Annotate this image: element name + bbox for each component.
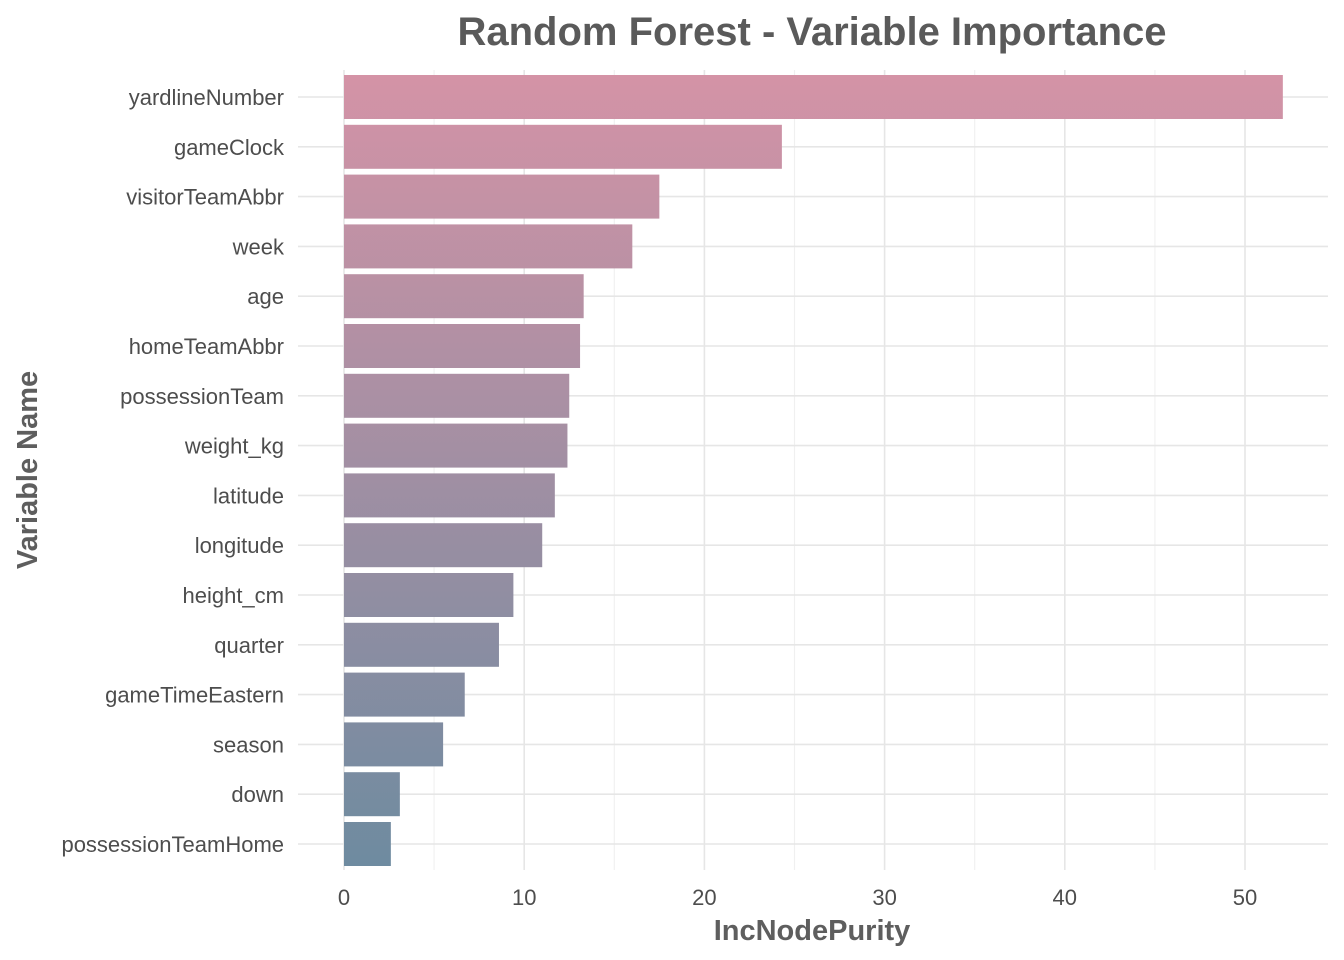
bar-yardlineNumber bbox=[344, 75, 1283, 119]
y-tick-label: weight_kg bbox=[184, 434, 284, 459]
x-axis-title: IncNodePurity bbox=[714, 915, 911, 947]
bar-possessionTeamHome bbox=[344, 822, 391, 866]
bar-height_cm bbox=[344, 573, 514, 617]
y-tick-label: homeTeamAbbr bbox=[129, 334, 284, 359]
bar-season bbox=[344, 722, 444, 767]
y-tick-label: height_cm bbox=[182, 583, 284, 608]
x-tick-label: 50 bbox=[1233, 885, 1257, 910]
y-tick-label: week bbox=[232, 234, 285, 259]
bars bbox=[344, 75, 1283, 866]
y-tick-label: possessionTeamHome bbox=[61, 832, 284, 857]
y-axis-title: Variable Name bbox=[12, 371, 44, 569]
y-tick-label: down bbox=[231, 782, 284, 807]
x-tick-label: 40 bbox=[1053, 885, 1077, 910]
bar-age bbox=[344, 274, 584, 319]
y-tick-label: season bbox=[213, 732, 284, 757]
bar-week bbox=[344, 224, 633, 269]
bar-gameClock bbox=[344, 124, 782, 169]
y-tick-labels: yardlineNumber gameClock visitorTeamAbbr we… bbox=[61, 85, 285, 857]
x-tick-label: 20 bbox=[692, 885, 716, 910]
y-tick-label: longitude bbox=[195, 533, 284, 558]
y-tick-label: visitorTeamAbbr bbox=[126, 185, 284, 210]
x-tick-label: 10 bbox=[512, 885, 536, 910]
x-tick-label: 30 bbox=[872, 885, 896, 910]
x-tick-labels: 0 10 20 30 40 50 bbox=[338, 885, 1257, 910]
chart-title: Random Forest - Variable Importance bbox=[457, 10, 1166, 54]
bar-longitude bbox=[344, 523, 543, 568]
bar-latitude bbox=[344, 473, 555, 518]
y-tick-label: age bbox=[247, 284, 284, 309]
bar-gameTimeEastern bbox=[344, 672, 465, 717]
bar-possessionTeam bbox=[344, 373, 570, 418]
bar-weight_kg bbox=[344, 423, 568, 468]
y-tick-label: quarter bbox=[214, 633, 284, 658]
y-tick-label: gameTimeEastern bbox=[105, 683, 284, 708]
y-tick-label: yardlineNumber bbox=[129, 85, 284, 110]
bar-homeTeamAbbr bbox=[344, 324, 581, 368]
y-tick-label: gameClock bbox=[174, 135, 285, 160]
bar-visitorTeamAbbr bbox=[344, 174, 660, 219]
y-tick-label: latitude bbox=[213, 483, 284, 508]
x-tick-label: 0 bbox=[338, 885, 350, 910]
bar-down bbox=[344, 772, 400, 817]
bar-quarter bbox=[344, 622, 499, 667]
y-tick-label: possessionTeam bbox=[120, 384, 284, 409]
